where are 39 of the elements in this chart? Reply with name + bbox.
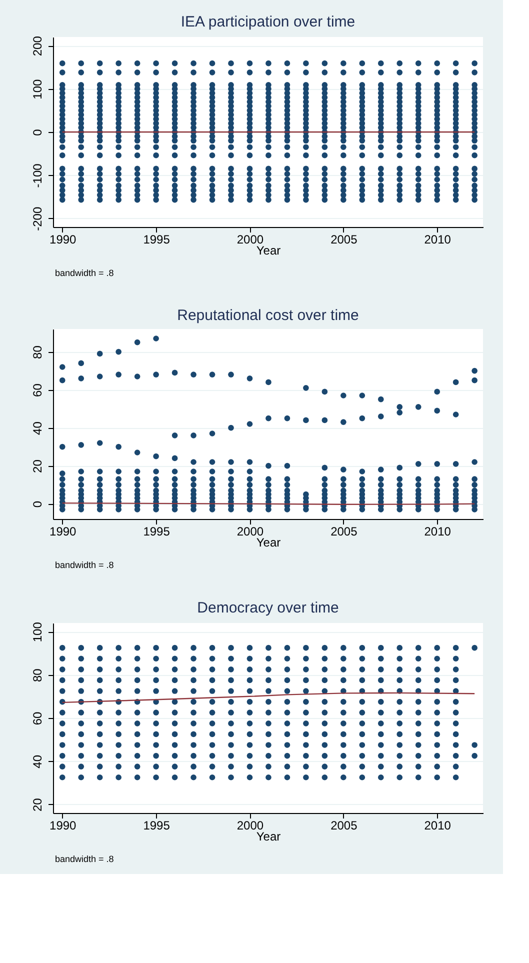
x-tick-label: 2010: [424, 232, 452, 246]
chart-title: IEA participation over time: [180, 14, 356, 31]
x-axis-title: Year: [256, 830, 281, 844]
y-tick-label: -100: [30, 163, 44, 188]
x-tick-label: 2000: [236, 232, 264, 246]
y-tick-label: 80: [30, 668, 44, 682]
x-tick-label: 1995: [143, 524, 170, 538]
text: bandwidth = .8: [55, 268, 114, 278]
text: bandwidth = .8: [55, 854, 114, 864]
x-tick-label: 1990: [50, 818, 77, 832]
x-tick-label: 1995: [143, 232, 170, 246]
x-tick-label: 2005: [330, 524, 358, 538]
x-tick-label: 1990: [50, 524, 77, 538]
x-tick-label: 2010: [424, 524, 452, 538]
y-tick-label: 0: [30, 128, 44, 136]
y-tick-label: 0: [30, 500, 44, 508]
y-tick-label: 40: [30, 421, 44, 435]
y-tick-label: 60: [30, 383, 44, 397]
x-tick-label: 2000: [236, 818, 264, 832]
x-tick-label: 1995: [143, 818, 170, 832]
x-axis-title: Year: [256, 536, 281, 550]
text: bandwidth = .8: [55, 560, 114, 570]
x-tick-label: 2005: [330, 818, 358, 832]
y-tick-label: 200: [30, 36, 44, 56]
x-tick-label: 2000: [236, 524, 264, 538]
y-tick-label: 20: [30, 798, 44, 812]
x-tick-label: 2005: [330, 232, 358, 246]
y-tick-label: 100: [30, 622, 44, 642]
chart-title: Reputational cost over time: [177, 307, 359, 324]
y-tick-label: 60: [30, 712, 44, 726]
chart-title: Democracy over time: [197, 600, 339, 617]
y-tick-label: 40: [30, 754, 44, 768]
x-tick-label: 2010: [424, 818, 452, 832]
x-axis-title: Year: [256, 244, 281, 258]
y-tick-label: 80: [30, 345, 44, 359]
y-tick-label: 20: [30, 459, 44, 473]
x-tick-label: 1990: [50, 232, 77, 246]
y-tick-label: 100: [30, 78, 44, 100]
y-tick-label: -200: [30, 206, 44, 231]
